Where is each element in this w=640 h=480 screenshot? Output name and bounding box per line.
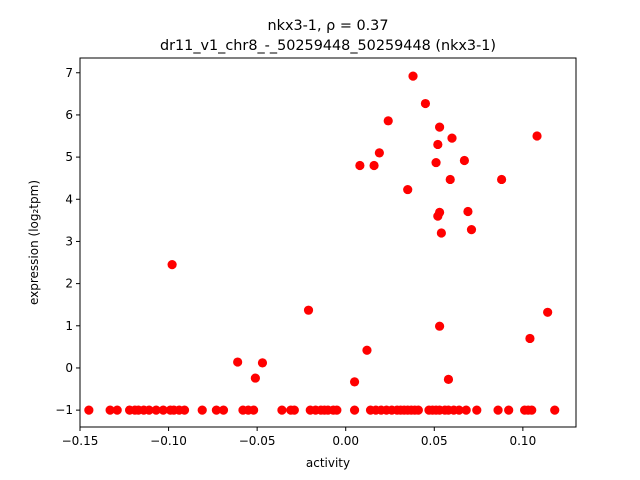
data-point bbox=[383, 116, 393, 126]
x-tick-label: 0.10 bbox=[509, 434, 536, 448]
data-point bbox=[105, 405, 115, 415]
x-tick-label: 0.00 bbox=[332, 434, 359, 448]
x-tick-label: 0.05 bbox=[421, 434, 448, 448]
y-tick-label: 0 bbox=[65, 361, 73, 375]
y-tick-label: 4 bbox=[65, 192, 73, 206]
y-tick-label: −1 bbox=[55, 403, 73, 417]
data-point bbox=[332, 405, 342, 415]
data-point bbox=[144, 405, 154, 415]
data-point bbox=[403, 184, 413, 195]
data-point bbox=[349, 377, 360, 387]
data-point bbox=[197, 405, 207, 415]
data-point bbox=[497, 174, 507, 185]
x-axis-ticks: −0.15 −0.10 −0.05 0.00 0.05 0.10 bbox=[62, 427, 536, 448]
data-point bbox=[431, 157, 441, 168]
y-tick-label: 2 bbox=[65, 277, 73, 291]
chart-title-line1: nkx3-1, ρ = 0.37 bbox=[267, 18, 388, 34]
data-point bbox=[167, 260, 177, 270]
data-point bbox=[445, 174, 455, 185]
y-tick-label: 5 bbox=[65, 150, 73, 164]
data-point bbox=[433, 139, 443, 150]
data-point bbox=[435, 122, 445, 132]
data-point bbox=[472, 405, 482, 415]
y-tick-label: 7 bbox=[65, 66, 73, 80]
data-point bbox=[277, 405, 287, 415]
data-point bbox=[369, 160, 379, 171]
data-point bbox=[543, 307, 553, 317]
data-point bbox=[249, 405, 259, 415]
data-point bbox=[349, 405, 360, 415]
x-tick-label: −0.05 bbox=[239, 434, 276, 448]
y-axis-label: expression (log₂tpm) bbox=[27, 180, 41, 305]
y-tick-label: 1 bbox=[65, 319, 73, 333]
x-tick-label: −0.15 bbox=[62, 434, 99, 448]
data-point bbox=[151, 405, 161, 415]
data-point bbox=[84, 405, 94, 415]
data-point bbox=[112, 405, 122, 415]
data-point bbox=[532, 131, 542, 141]
data-point bbox=[420, 98, 431, 109]
data-point bbox=[461, 405, 471, 415]
data-point bbox=[374, 148, 384, 158]
data-point bbox=[355, 160, 365, 171]
data-point bbox=[179, 405, 190, 415]
data-point bbox=[408, 71, 418, 81]
chart-title-line2: dr11_v1_chr8_-_50259448_50259448 (nkx3-1… bbox=[160, 38, 496, 54]
data-point bbox=[257, 358, 268, 368]
data-point bbox=[493, 405, 503, 415]
data-point bbox=[211, 405, 221, 415]
data-point bbox=[303, 305, 314, 315]
data-point bbox=[435, 321, 445, 331]
data-point bbox=[233, 357, 243, 367]
data-point bbox=[436, 228, 446, 238]
data-point bbox=[454, 405, 464, 415]
y-tick-label: 6 bbox=[65, 108, 73, 122]
data-point bbox=[466, 225, 477, 235]
data-point bbox=[463, 206, 473, 217]
y-axis-ticks: −1 0 1 2 3 4 5 6 7 bbox=[55, 66, 80, 417]
data-point bbox=[289, 405, 299, 415]
data-point bbox=[433, 211, 443, 221]
data-point bbox=[250, 373, 260, 383]
y-tick-label: 3 bbox=[65, 234, 73, 248]
x-tick-label: −0.10 bbox=[150, 434, 187, 448]
data-point bbox=[218, 405, 229, 415]
data-point bbox=[550, 405, 560, 415]
data-point bbox=[447, 133, 457, 143]
data-point bbox=[459, 155, 469, 166]
data-point bbox=[413, 405, 423, 415]
data-point bbox=[158, 405, 168, 415]
plot-frame bbox=[79, 57, 577, 428]
data-point bbox=[362, 345, 372, 355]
data-point bbox=[504, 405, 514, 415]
data-point bbox=[525, 333, 535, 344]
data-points bbox=[84, 71, 560, 415]
data-point bbox=[527, 405, 537, 415]
x-axis-label: activity bbox=[306, 456, 350, 470]
data-point bbox=[443, 374, 454, 384]
